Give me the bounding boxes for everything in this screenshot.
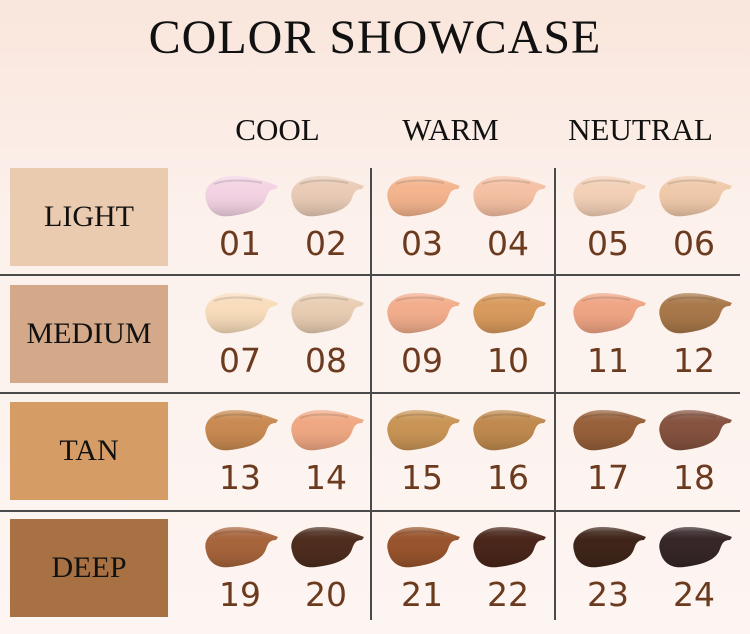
shade-23: 23 — [568, 521, 654, 625]
shade-19: 19 — [200, 521, 286, 625]
shade-number: 08 — [305, 341, 347, 380]
shade-21: 21 — [382, 521, 468, 625]
swatch — [573, 176, 646, 217]
shade-number: 05 — [587, 224, 629, 263]
shade-11: 11 — [568, 287, 654, 391]
shade-17: 17 — [568, 404, 654, 508]
swatch — [387, 527, 460, 568]
shade-13: 13 — [200, 404, 286, 508]
shade-number: 23 — [587, 575, 629, 614]
shade-number: 15 — [401, 458, 443, 497]
swatch — [387, 293, 460, 334]
shade-number: 20 — [305, 575, 347, 614]
swatch — [205, 293, 278, 334]
swatch — [659, 410, 732, 451]
row-label-light: LIGHT — [10, 168, 168, 266]
swatch — [205, 410, 278, 451]
row-label-tan: TAN — [10, 402, 168, 500]
shade-number: 12 — [673, 341, 715, 380]
row-label-medium: MEDIUM — [10, 285, 168, 383]
swatch — [659, 176, 732, 217]
swatch — [291, 176, 364, 217]
column-header-cool: COOL — [235, 112, 320, 147]
shade-14: 14 — [286, 404, 372, 508]
shade-number: 02 — [305, 224, 347, 263]
swatch — [387, 176, 460, 217]
shade-number: 07 — [219, 341, 261, 380]
shade-number: 10 — [487, 341, 529, 380]
shade-22: 22 — [468, 521, 554, 625]
swatch — [659, 293, 732, 334]
shade-number: 24 — [673, 575, 715, 614]
swatch — [291, 410, 364, 451]
shade-number: 17 — [587, 458, 629, 497]
shade-03: 03 — [382, 170, 468, 274]
shade-number: 01 — [219, 224, 261, 263]
shade-number: 22 — [487, 575, 529, 614]
shade-number: 04 — [487, 224, 529, 263]
swatch — [387, 410, 460, 451]
shade-number: 13 — [219, 458, 261, 497]
swatch — [573, 410, 646, 451]
shade-08: 08 — [286, 287, 372, 391]
swatch — [473, 410, 546, 451]
shade-05: 05 — [568, 170, 654, 274]
shade-15: 15 — [382, 404, 468, 508]
shade-06: 06 — [654, 170, 740, 274]
swatch — [573, 293, 646, 334]
shade-number: 19 — [219, 575, 261, 614]
swatch — [291, 293, 364, 334]
shade-number: 11 — [587, 341, 629, 380]
shade-07: 07 — [200, 287, 286, 391]
shade-04: 04 — [468, 170, 554, 274]
swatch — [659, 527, 732, 568]
shade-number: 16 — [487, 458, 529, 497]
column-divider — [370, 168, 372, 620]
swatch — [205, 527, 278, 568]
shade-20: 20 — [286, 521, 372, 625]
shade-24: 24 — [654, 521, 740, 625]
shade-number: 09 — [401, 341, 443, 380]
shade-02: 02 — [286, 170, 372, 274]
column-header-neutral: NEUTRAL — [568, 112, 713, 147]
shade-10: 10 — [468, 287, 554, 391]
shade-number: 21 — [401, 575, 443, 614]
column-divider — [554, 168, 556, 620]
shade-number: 18 — [673, 458, 715, 497]
shade-18: 18 — [654, 404, 740, 508]
shade-12: 12 — [654, 287, 740, 391]
swatch — [473, 293, 546, 334]
swatch — [573, 527, 646, 568]
shade-number: 06 — [673, 224, 715, 263]
shade-16: 16 — [468, 404, 554, 508]
shade-01: 01 — [200, 170, 286, 274]
swatch — [291, 527, 364, 568]
page-title: COLOR SHOWCASE — [148, 11, 602, 64]
row-label-deep: DEEP — [10, 519, 168, 617]
shade-09: 09 — [382, 287, 468, 391]
column-header-warm: WARM — [402, 112, 499, 147]
swatch — [473, 527, 546, 568]
shade-number: 14 — [305, 458, 347, 497]
swatch — [205, 176, 278, 217]
swatch — [473, 176, 546, 217]
shade-number: 03 — [401, 224, 443, 263]
